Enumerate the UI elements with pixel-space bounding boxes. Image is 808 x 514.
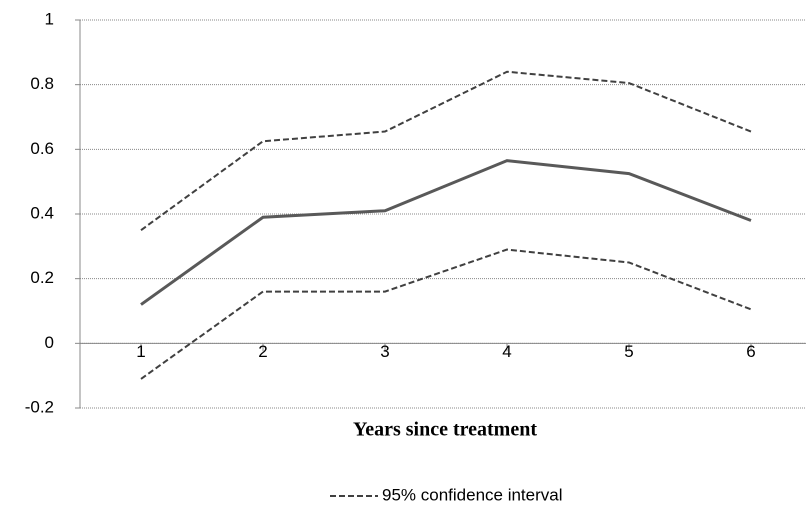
y-tick-label: 0.6: [30, 139, 54, 158]
x-tick-label: 2: [258, 342, 267, 361]
y-tick-label: 1: [45, 9, 54, 28]
x-tick-label: 1: [136, 342, 145, 361]
series-line: [140, 70, 752, 231]
y-tick-label: -0.2: [25, 397, 54, 416]
legend-label: 95% confidence interval: [382, 485, 563, 504]
x-tick-label: 3: [380, 342, 389, 361]
x-axis-title: Years since treatment: [353, 419, 537, 441]
y-tick-label: 0.8: [30, 74, 54, 93]
y-tick-label: 0.4: [30, 203, 54, 222]
x-tick-label: 5: [624, 342, 633, 361]
y-tick-label: 0: [45, 333, 54, 352]
x-tick-label: 4: [502, 342, 511, 361]
x-tick-label: 6: [746, 342, 755, 361]
series-line: [140, 159, 752, 306]
series-line: [140, 248, 752, 380]
y-tick-label: 0.2: [30, 268, 54, 287]
